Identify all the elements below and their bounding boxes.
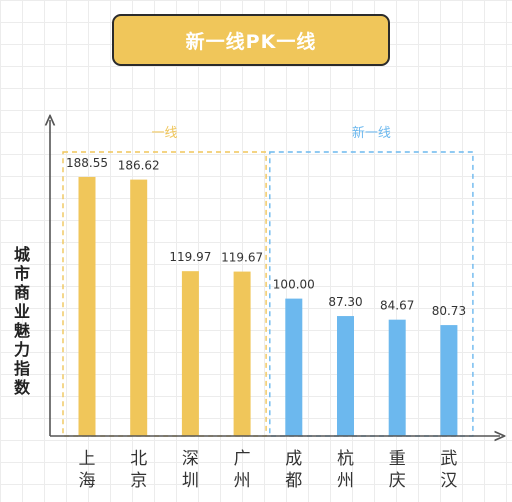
group-label-1: 新一线 [352,125,391,141]
bar-7 [440,325,458,436]
bar-6 [388,319,406,436]
value-label-5: 87.30 [328,295,362,309]
svg-text:市: 市 [14,264,30,283]
bar-4 [285,298,303,436]
svg-text:海: 海 [79,471,96,491]
group-label-0: 一线 [152,126,178,141]
svg-text:深: 深 [182,449,199,469]
svg-text:圳: 圳 [182,471,199,491]
svg-text:都: 都 [285,471,302,491]
category-label-0: 上海 [79,449,96,491]
value-label-2: 119.97 [169,250,211,264]
svg-text:魅: 魅 [14,321,30,340]
bar-0 [78,176,96,436]
category-label-1: 北京 [130,449,147,491]
bar-3 [233,271,251,436]
value-label-4: 100.00 [273,278,315,292]
value-label-3: 119.67 [221,251,263,265]
chart-title: 新一线PK一线 [112,14,390,66]
svg-text:指: 指 [14,359,30,378]
svg-text:庆: 庆 [389,471,406,491]
value-label-6: 84.67 [380,299,414,313]
svg-text:京: 京 [130,471,147,491]
bar-5 [337,316,354,436]
svg-text:数: 数 [14,378,31,397]
bar-1 [130,179,148,436]
svg-text:州: 州 [234,471,251,491]
value-label-1: 186.62 [118,159,160,173]
category-label-7: 武汉 [440,449,457,491]
value-label-7: 80.73 [432,304,466,318]
svg-text:城: 城 [14,245,30,264]
value-label-0: 188.55 [66,156,108,170]
category-label-6: 重庆 [389,449,406,491]
svg-text:杭: 杭 [337,449,354,469]
svg-text:汉: 汉 [440,471,457,491]
bar-2 [181,271,199,436]
svg-text:北: 北 [130,449,147,469]
svg-text:业: 业 [14,302,30,321]
svg-text:州: 州 [337,471,354,491]
svg-text:力: 力 [14,340,30,359]
svg-text:上: 上 [79,449,96,469]
svg-text:商: 商 [14,283,30,302]
svg-text:重: 重 [389,449,406,469]
category-label-4: 成都 [285,449,302,491]
svg-text:广: 广 [234,449,251,469]
svg-text:武: 武 [440,449,457,469]
svg-text:成: 成 [285,449,302,469]
category-label-2: 深圳 [182,449,199,491]
category-label-5: 杭州 [337,449,354,491]
category-label-3: 广州 [234,449,251,491]
